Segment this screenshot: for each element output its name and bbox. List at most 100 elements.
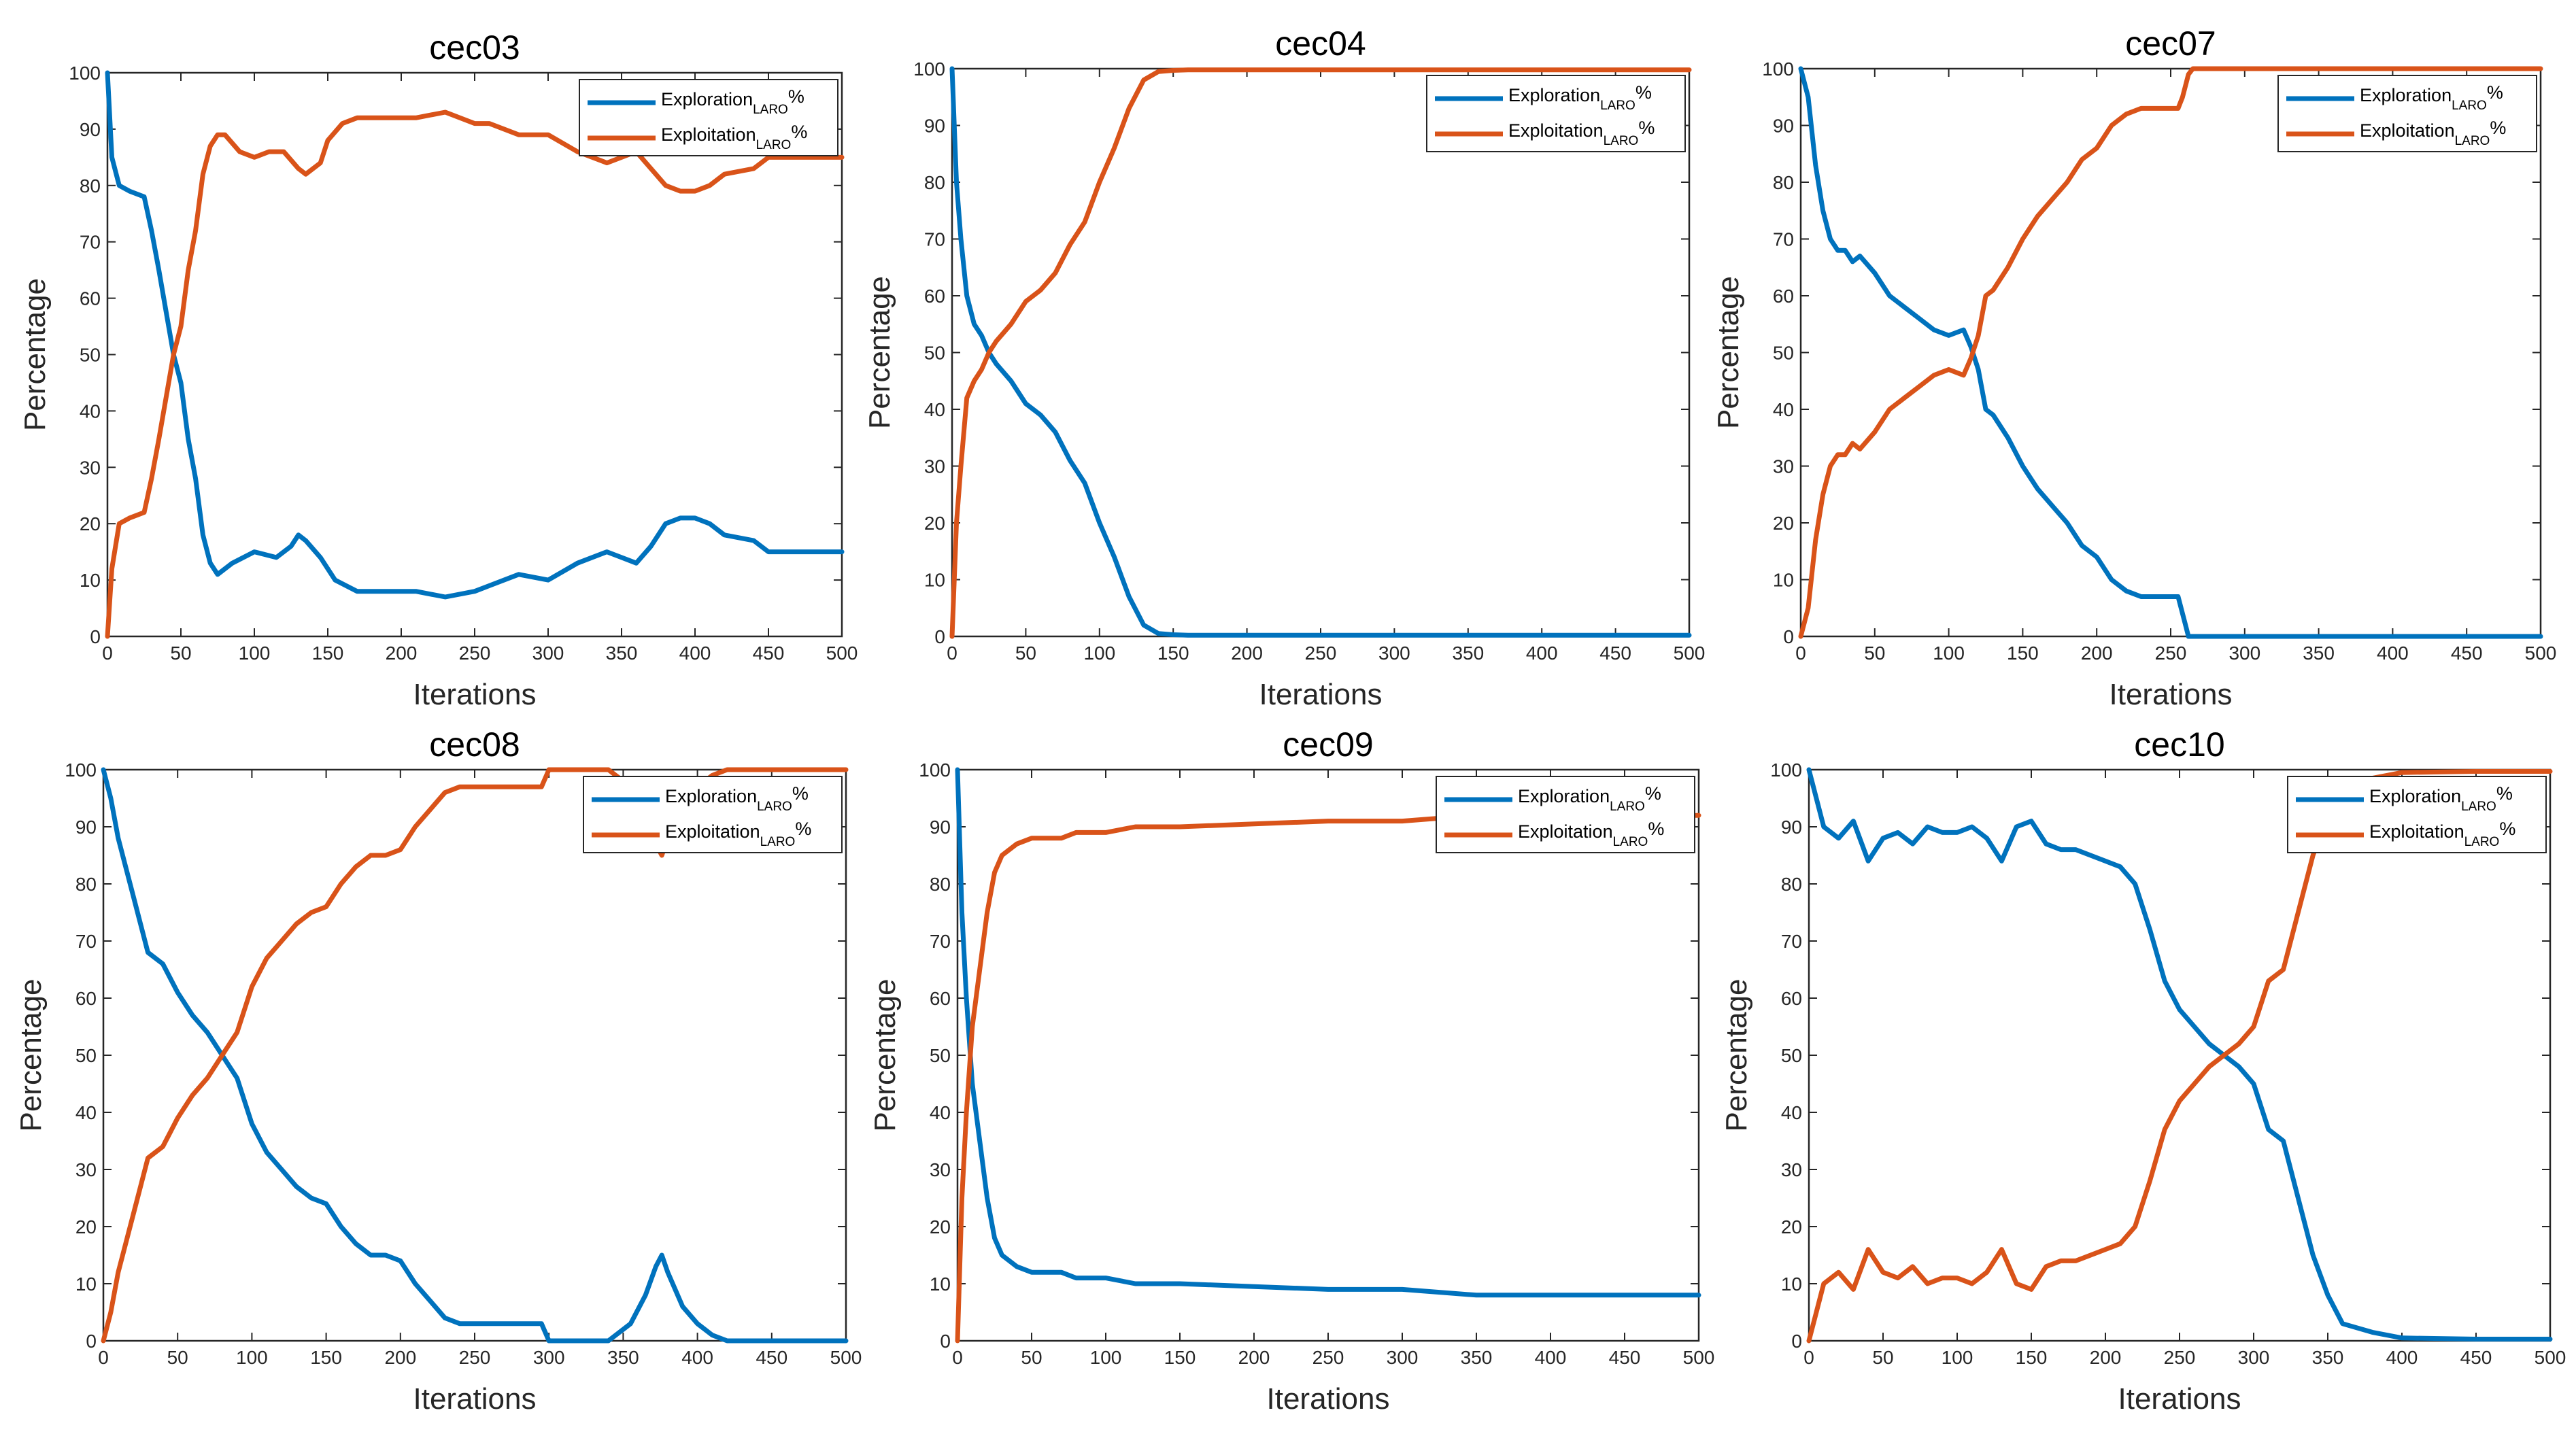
y-tick-label: 80 [1773,172,1794,193]
legend-suffix: % [2499,819,2515,839]
y-tick-label: 30 [1773,456,1794,477]
legend-label-exploitation: ExploitationLARO% [1508,118,1655,148]
x-tick-label: 50 [1021,1347,1042,1368]
chart-title: cec09 [1283,725,1373,764]
x-tick-label: 250 [1312,1347,1344,1368]
legend-name: Exploitation [1508,120,1604,141]
y-tick-label: 90 [75,817,97,838]
x-tick-label: 300 [1387,1347,1419,1368]
y-axis-label: Percentage [1720,978,1753,1131]
legend-subscript: LARO [757,800,792,814]
series-line-exploration [949,66,1692,638]
x-tick-label: 300 [1378,643,1410,664]
chart-cec07: 0 50 100 150 200 250 300 350 400 450 500 0 10 20 30 40 5… [1712,24,2556,711]
legend-name: Exploration [2369,786,2461,806]
y-tick-label: 70 [80,232,101,253]
legend-name: Exploitation [2369,821,2464,842]
series-line-exploitation [949,67,1692,639]
y-tick-label: 30 [80,457,101,478]
x-tick-label: 500 [830,1347,862,1368]
y-axis-label: Percentage [14,978,48,1131]
x-tick-label: 500 [1683,1347,1715,1368]
series-line-exploitation [955,813,1701,1344]
y-tick-label: 60 [80,288,101,309]
x-axis-label: Iterations [413,678,537,711]
y-tick-label: 70 [930,931,951,952]
chart-cec09: 0 50 100 150 200 250 300 350 400 450 500 0 10 20 30 40 5… [868,725,1714,1416]
legend-name: Exploitation [661,124,756,145]
y-tick-label: 40 [75,1102,97,1123]
series-line-exploration [1806,767,2553,1341]
y-tick-label: 100 [913,58,945,80]
x-tick-label: 450 [753,643,785,664]
y-tick-label: 10 [80,570,101,591]
legend-label-exploration: ExplorationLARO% [661,86,804,117]
y-tick-label: 80 [80,175,101,196]
x-tick-label: 200 [1231,643,1263,664]
legend-subscript: LARO [2452,99,2487,113]
legend-box [583,776,843,853]
y-axis-label: Percentage [863,276,896,429]
y-tick-label: 60 [930,988,951,1009]
legend-suffix: % [788,86,804,107]
x-tick-label: 50 [1872,1347,1893,1368]
y-tick-label: 50 [924,343,945,364]
x-tick-label: 250 [1305,643,1337,664]
y-tick-label: 0 [90,626,101,647]
x-tick-label: 50 [167,1347,188,1368]
y-tick-label: 70 [924,229,945,250]
y-tick-label: 10 [924,570,945,591]
series-line-exploitation [105,109,845,639]
y-tick-label: 40 [80,400,101,422]
y-tick-label: 10 [930,1273,951,1295]
y-axis-label: Percentage [868,978,902,1131]
legend: ExplorationLARO%ExploitationLARO% [2287,776,2547,853]
legend-suffix: % [791,122,807,142]
x-tick-label: 350 [606,643,638,664]
y-tick-label: 20 [80,513,101,534]
y-tick-label: 30 [930,1159,951,1180]
y-tick-label: 30 [75,1159,97,1180]
x-tick-label: 200 [1238,1347,1270,1368]
chart-cec04: 0 50 100 150 200 250 300 350 400 450 500 0 10 20 30 40 5… [863,24,1705,711]
x-tick-label: 400 [2386,1347,2418,1368]
legend-subscript: LARO [1610,800,1645,814]
legend-subscript: LARO [1613,835,1648,849]
legend-subscript: LARO [2461,800,2496,814]
series-line-exploitation [1798,66,2543,639]
legend-subscript: LARO [2455,134,2490,148]
legend-suffix: % [1645,783,1661,804]
y-tick-label: 90 [1773,116,1794,137]
y-tick-label: 80 [75,874,97,895]
y-tick-label: 70 [75,931,97,952]
plot-frame [1808,768,2552,1342]
legend-suffix: % [792,783,809,804]
y-tick-label: 90 [1781,817,1802,838]
x-tick-label: 400 [1535,1347,1567,1368]
legend-box [2277,75,2537,152]
x-tick-label: 300 [533,1347,565,1368]
y-tick-label: 0 [934,626,945,647]
x-axis-label: Iterations [2118,1382,2241,1416]
x-tick-label: 50 [170,643,191,664]
y-tick-label: 90 [80,119,101,140]
x-tick-label: 100 [239,643,271,664]
chart-cec03: 0 50 100 150 200 250 300 350 400 450 500 0 10 20 30 40 5… [18,29,858,711]
series-line-exploitation [101,767,849,1344]
x-tick-label: 450 [2451,643,2483,664]
x-axis-label: Iterations [413,1382,537,1416]
x-tick-label: 400 [681,1347,713,1368]
y-tick-label: 30 [924,456,945,477]
x-tick-label: 200 [386,643,418,664]
x-tick-label: 250 [459,643,491,664]
x-tick-label: 350 [1461,1347,1493,1368]
x-tick-label: 500 [1674,643,1706,664]
series-line-exploitation [1806,769,2553,1344]
y-tick-label: 70 [1773,229,1794,250]
legend-suffix: % [1648,819,1664,839]
y-tick-label: 100 [65,759,97,781]
y-axis-label: Percentage [1712,276,1745,429]
y-tick-label: 90 [930,817,951,838]
legend-box [1436,776,1695,853]
legend-box [579,79,838,156]
